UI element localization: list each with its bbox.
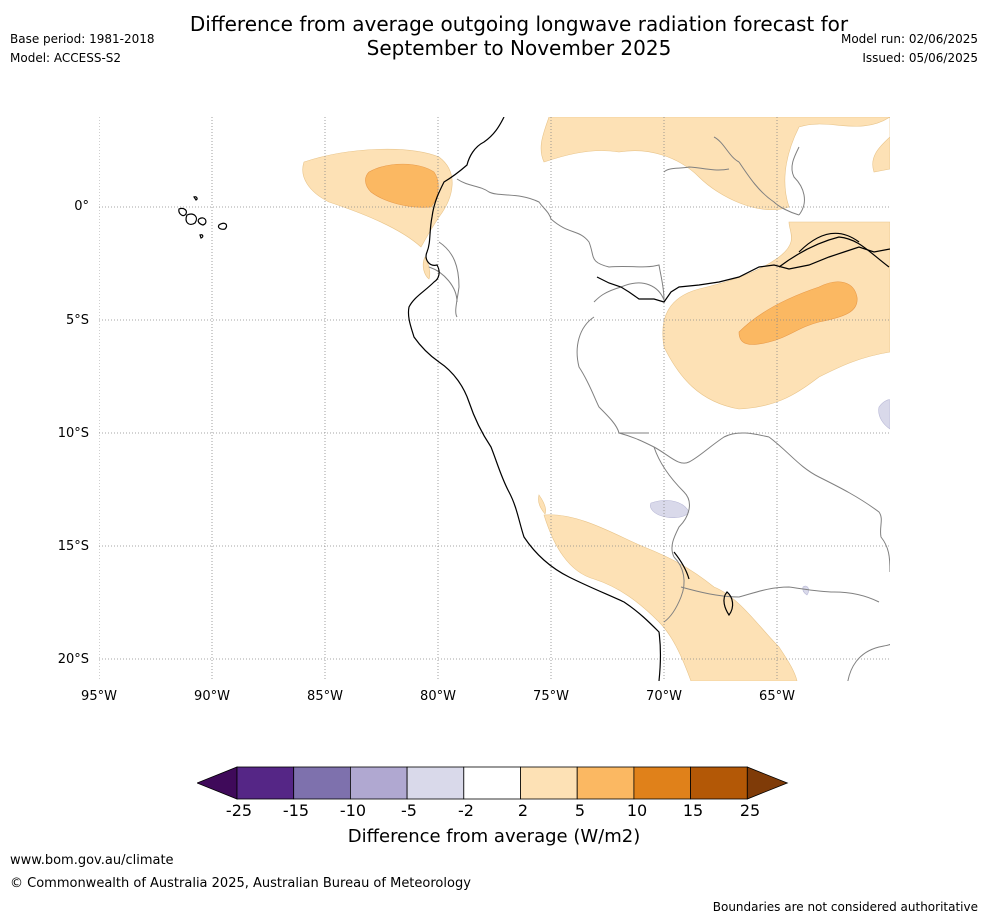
colorbar-tick: -15 <box>282 801 310 820</box>
map-canvas <box>99 117 890 681</box>
colorbar-tick: -5 <box>401 801 417 820</box>
lon-label-75w: 75°W <box>533 689 569 704</box>
model-text: Model: ACCESS-S2 <box>10 51 122 65</box>
colorbar-segment <box>349 766 408 800</box>
disclaimer-text: Boundaries are not considered authoritat… <box>712 900 978 914</box>
colorbar-tick: 25 <box>739 801 761 820</box>
anomaly-positive-mid <box>365 163 858 345</box>
title-line-1: Difference from average outgoing longwav… <box>189 12 849 36</box>
map-panel: 0° 5°S 10°S 15°S 20°S 95°W 90°W 85°W 80°… <box>58 117 890 704</box>
model-run-text: Model run: 02/06/2025 <box>840 32 978 46</box>
colorbar-segment <box>236 766 295 800</box>
colorbar <box>197 766 792 800</box>
colorbar-graphic <box>197 766 789 800</box>
colorbar-extend-low <box>197 766 238 800</box>
lon-label-70w: 70°W <box>646 689 682 704</box>
colorbar-tick: 2 <box>517 801 529 820</box>
lat-label-15s: 15°S <box>57 539 89 554</box>
coastline <box>178 117 890 681</box>
lat-label-20s: 20°S <box>57 652 89 667</box>
colorbar-label: Difference from average (W/m2) <box>347 826 641 847</box>
colorbar-tick: 10 <box>626 801 648 820</box>
lon-label-80w: 80°W <box>420 689 456 704</box>
colorbar-segment <box>463 766 521 800</box>
colorbar-segment <box>520 766 578 800</box>
colorbar-segment <box>576 766 635 800</box>
title-line-2: September to November 2025 <box>366 36 672 60</box>
issued-text: Issued: 05/06/2025 <box>862 51 978 65</box>
lat-label-10s: 10°S <box>57 426 89 441</box>
lon-label-85w: 85°W <box>307 689 343 704</box>
page-title: Difference from average outgoing longwav… <box>119 12 919 60</box>
lat-label-0: 0° <box>74 199 89 214</box>
colorbar-segment <box>633 766 691 800</box>
website-link[interactable]: www.bom.gov.au/climate <box>10 853 174 868</box>
copyright-text: © Commonwealth of Australia 2025, Austra… <box>10 876 471 891</box>
colorbar-tick: -10 <box>339 801 367 820</box>
lat-label-5s: 5°S <box>65 313 89 328</box>
colorbar-extend-high <box>746 766 789 800</box>
anomaly-negative-light <box>650 399 890 596</box>
colorbar-tick: 5 <box>574 801 586 820</box>
lon-label-65w: 65°W <box>759 689 795 704</box>
colorbar-tick: 15 <box>682 801 704 820</box>
colorbar-segment <box>293 766 351 800</box>
country-borders <box>428 136 890 681</box>
colorbar-segment <box>406 766 465 800</box>
base-period-text: Base period: 1981-2018 <box>10 32 155 46</box>
colorbar-tick: -2 <box>458 801 474 820</box>
colorbar-segment <box>690 766 748 800</box>
lon-label-95w: 95°W <box>81 689 117 704</box>
lon-label-90w: 90°W <box>194 689 230 704</box>
graticule <box>99 117 890 681</box>
colorbar-tick: -25 <box>225 801 253 820</box>
